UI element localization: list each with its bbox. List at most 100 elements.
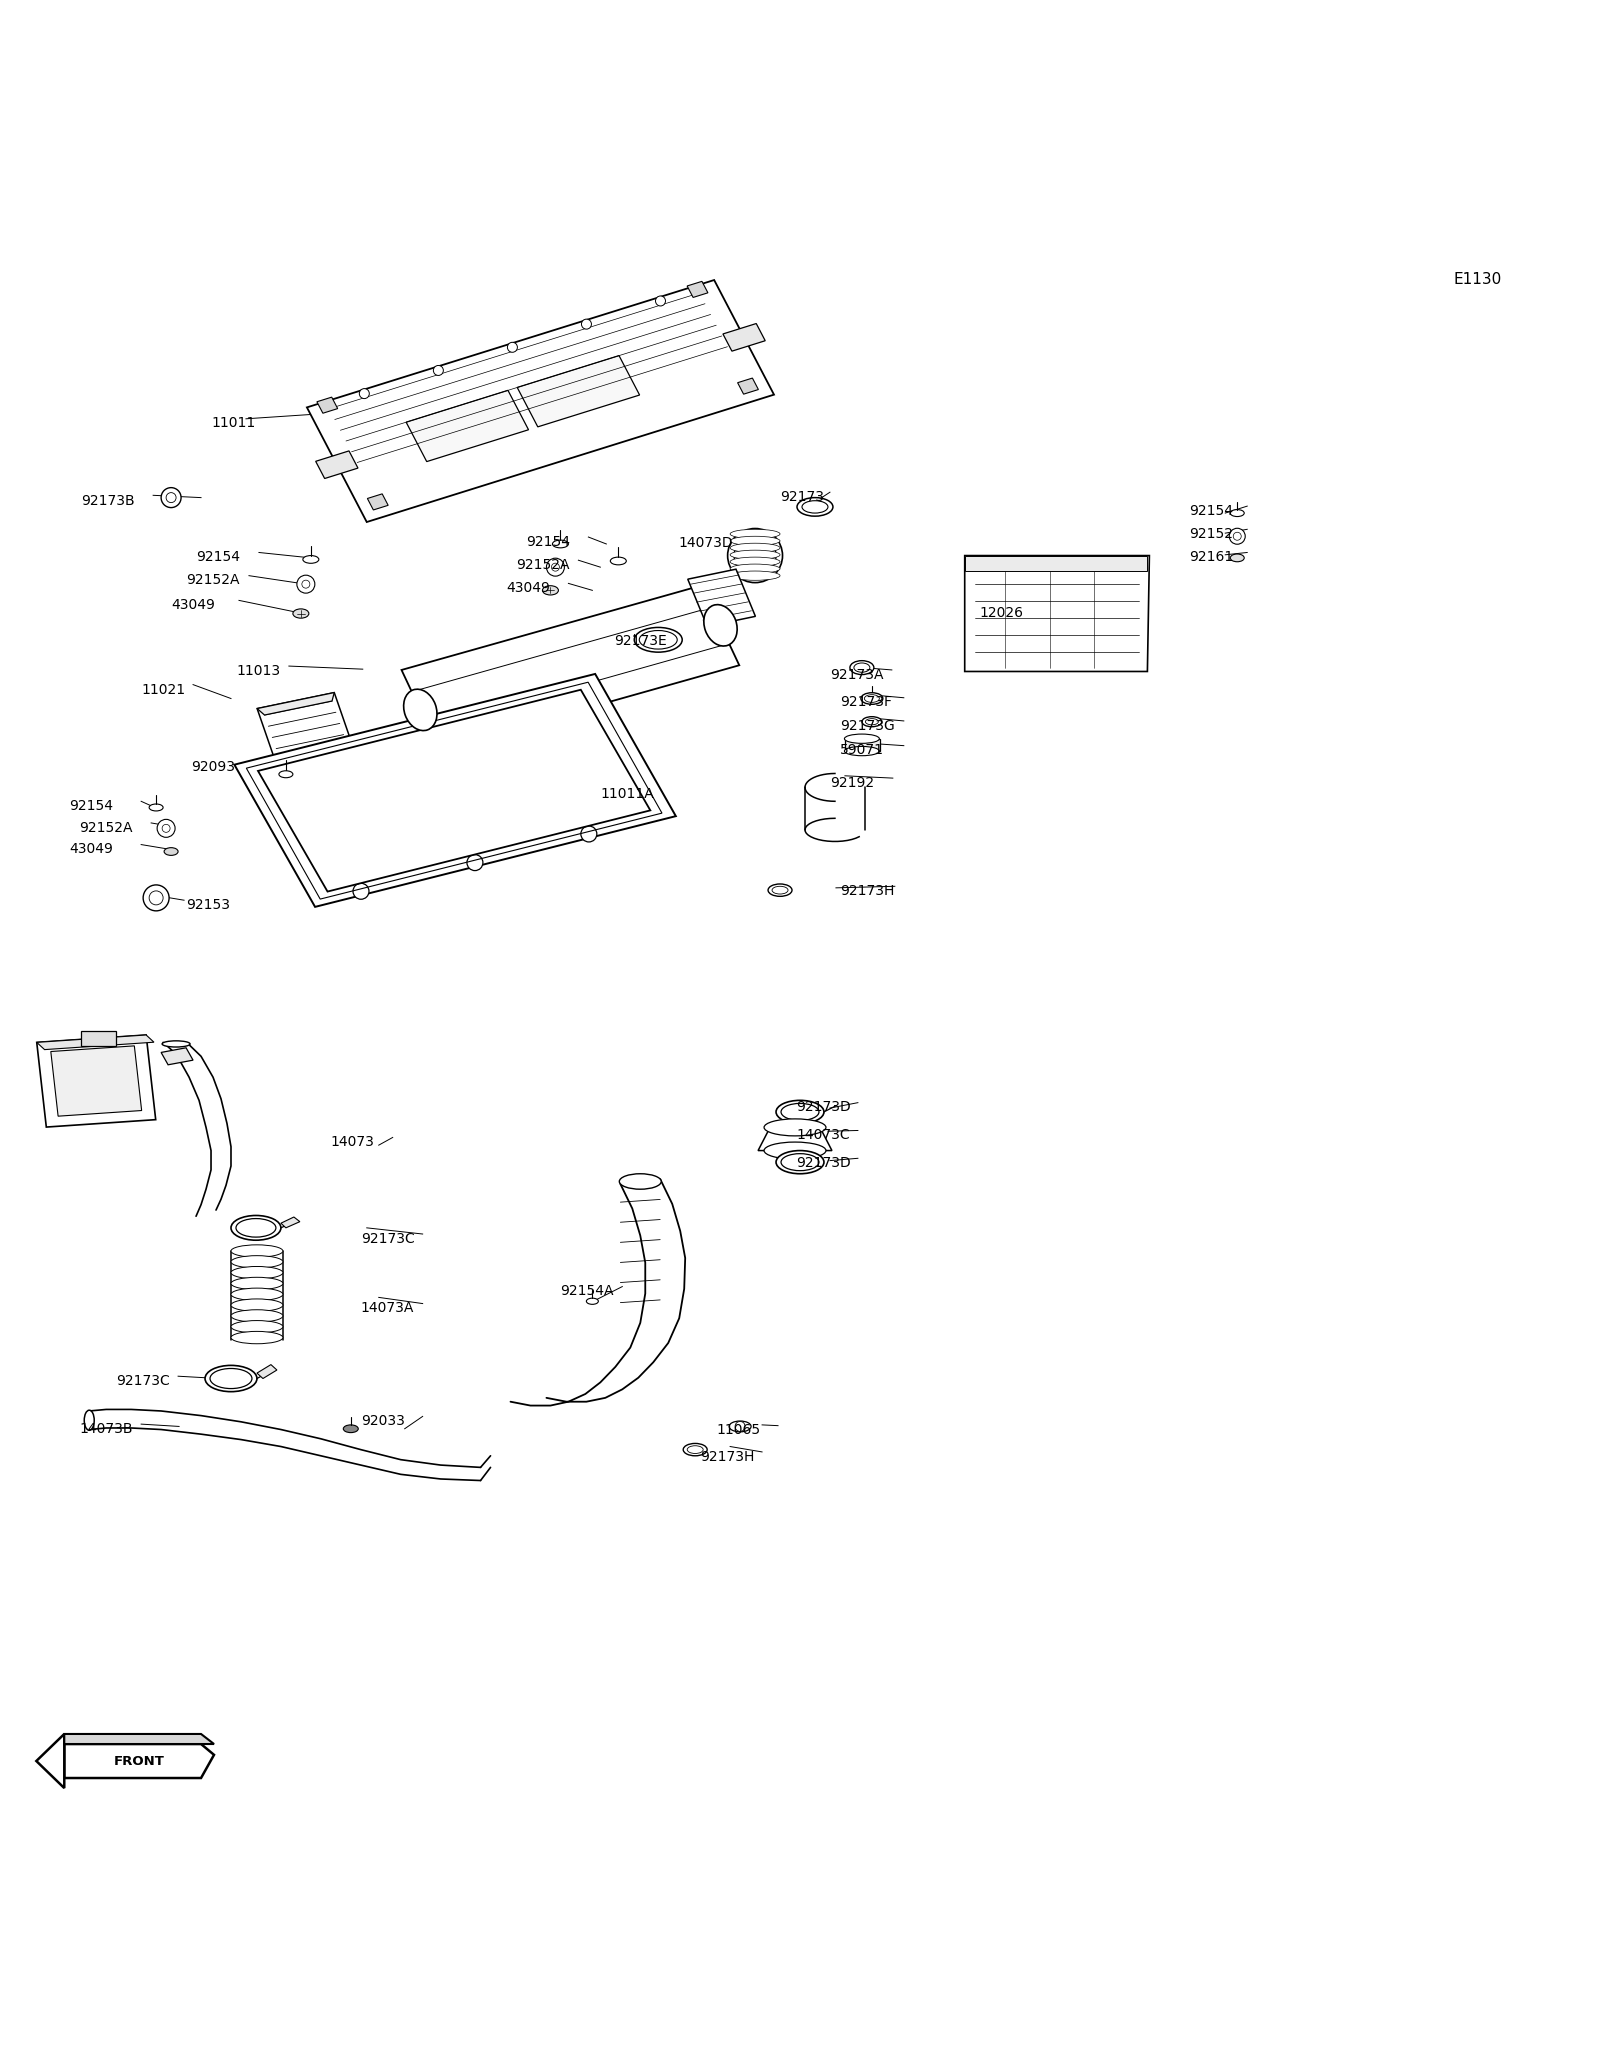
Polygon shape: [258, 692, 334, 715]
Polygon shape: [845, 738, 880, 750]
Polygon shape: [64, 1734, 214, 1745]
Text: 92152A: 92152A: [186, 573, 240, 587]
Polygon shape: [51, 1046, 142, 1116]
Text: 92154: 92154: [526, 535, 571, 548]
Ellipse shape: [610, 558, 626, 564]
Ellipse shape: [230, 1267, 283, 1279]
Circle shape: [360, 389, 370, 399]
Polygon shape: [258, 692, 355, 769]
Text: 92173D: 92173D: [797, 1155, 851, 1170]
Circle shape: [734, 1422, 746, 1432]
Polygon shape: [315, 451, 358, 480]
Ellipse shape: [734, 533, 776, 577]
Text: 92173D: 92173D: [797, 1100, 851, 1114]
Ellipse shape: [773, 887, 789, 895]
Polygon shape: [37, 1734, 64, 1788]
Ellipse shape: [230, 1255, 283, 1267]
Ellipse shape: [730, 558, 781, 566]
Text: 11065: 11065: [717, 1424, 760, 1437]
Polygon shape: [64, 1745, 214, 1778]
Text: 92173H: 92173H: [701, 1449, 755, 1463]
Text: 11013: 11013: [235, 664, 280, 678]
Circle shape: [656, 296, 666, 306]
Text: 43049: 43049: [507, 581, 550, 595]
Text: E1130: E1130: [1454, 273, 1502, 287]
Circle shape: [298, 575, 315, 593]
Ellipse shape: [861, 692, 883, 705]
Ellipse shape: [765, 1143, 826, 1160]
Polygon shape: [688, 568, 755, 626]
Ellipse shape: [728, 529, 782, 583]
Ellipse shape: [845, 734, 880, 744]
Circle shape: [1234, 533, 1242, 539]
Text: 92173: 92173: [781, 490, 824, 504]
Polygon shape: [82, 1031, 117, 1046]
Ellipse shape: [730, 564, 781, 573]
Ellipse shape: [866, 719, 878, 726]
Ellipse shape: [278, 771, 293, 777]
Ellipse shape: [210, 1368, 251, 1389]
Circle shape: [157, 819, 174, 837]
Ellipse shape: [765, 1118, 826, 1137]
Ellipse shape: [85, 1410, 94, 1430]
Ellipse shape: [797, 498, 834, 517]
Ellipse shape: [730, 570, 781, 581]
Text: 92154: 92154: [1189, 504, 1234, 519]
Text: 14073A: 14073A: [360, 1302, 414, 1315]
Polygon shape: [258, 690, 650, 891]
Circle shape: [162, 488, 181, 508]
Text: 14073B: 14073B: [80, 1422, 133, 1437]
Ellipse shape: [230, 1288, 283, 1300]
Text: 14073D: 14073D: [678, 535, 733, 550]
Polygon shape: [758, 1127, 832, 1151]
Ellipse shape: [864, 695, 880, 703]
Circle shape: [149, 891, 163, 905]
Ellipse shape: [686, 1445, 702, 1453]
Text: 92173E: 92173E: [614, 635, 667, 647]
Polygon shape: [317, 397, 338, 413]
Polygon shape: [517, 356, 640, 428]
Polygon shape: [406, 391, 528, 461]
Text: 92152: 92152: [1189, 527, 1234, 542]
Ellipse shape: [205, 1366, 258, 1391]
Ellipse shape: [344, 1424, 358, 1432]
Ellipse shape: [730, 1420, 750, 1432]
Ellipse shape: [165, 847, 178, 856]
Polygon shape: [162, 1048, 194, 1065]
Text: 92173G: 92173G: [840, 719, 894, 732]
Ellipse shape: [854, 664, 870, 672]
Circle shape: [1229, 529, 1245, 544]
Ellipse shape: [149, 804, 163, 810]
Text: 11021: 11021: [141, 682, 186, 697]
Text: 59071: 59071: [840, 744, 883, 757]
Ellipse shape: [730, 529, 781, 539]
Ellipse shape: [230, 1331, 283, 1344]
Ellipse shape: [235, 1220, 275, 1238]
Ellipse shape: [776, 1100, 824, 1124]
Text: 92173C: 92173C: [360, 1232, 414, 1246]
Ellipse shape: [683, 1443, 707, 1455]
Ellipse shape: [542, 585, 558, 595]
Text: 11011: 11011: [211, 415, 256, 430]
Polygon shape: [965, 556, 1147, 570]
Ellipse shape: [230, 1298, 283, 1310]
Ellipse shape: [768, 885, 792, 897]
Circle shape: [552, 562, 560, 570]
Ellipse shape: [230, 1310, 283, 1323]
Text: FRONT: FRONT: [114, 1755, 165, 1767]
Ellipse shape: [781, 1104, 819, 1120]
Text: 92173H: 92173H: [840, 885, 894, 897]
Ellipse shape: [850, 661, 874, 674]
Ellipse shape: [293, 610, 309, 618]
Ellipse shape: [230, 1215, 282, 1240]
Polygon shape: [270, 699, 640, 883]
Circle shape: [581, 827, 597, 841]
Circle shape: [302, 581, 310, 589]
Polygon shape: [368, 494, 389, 511]
Ellipse shape: [862, 717, 882, 728]
Ellipse shape: [619, 1174, 661, 1189]
Ellipse shape: [162, 1042, 190, 1048]
Ellipse shape: [230, 1244, 283, 1257]
Ellipse shape: [302, 556, 318, 564]
Circle shape: [162, 825, 170, 833]
